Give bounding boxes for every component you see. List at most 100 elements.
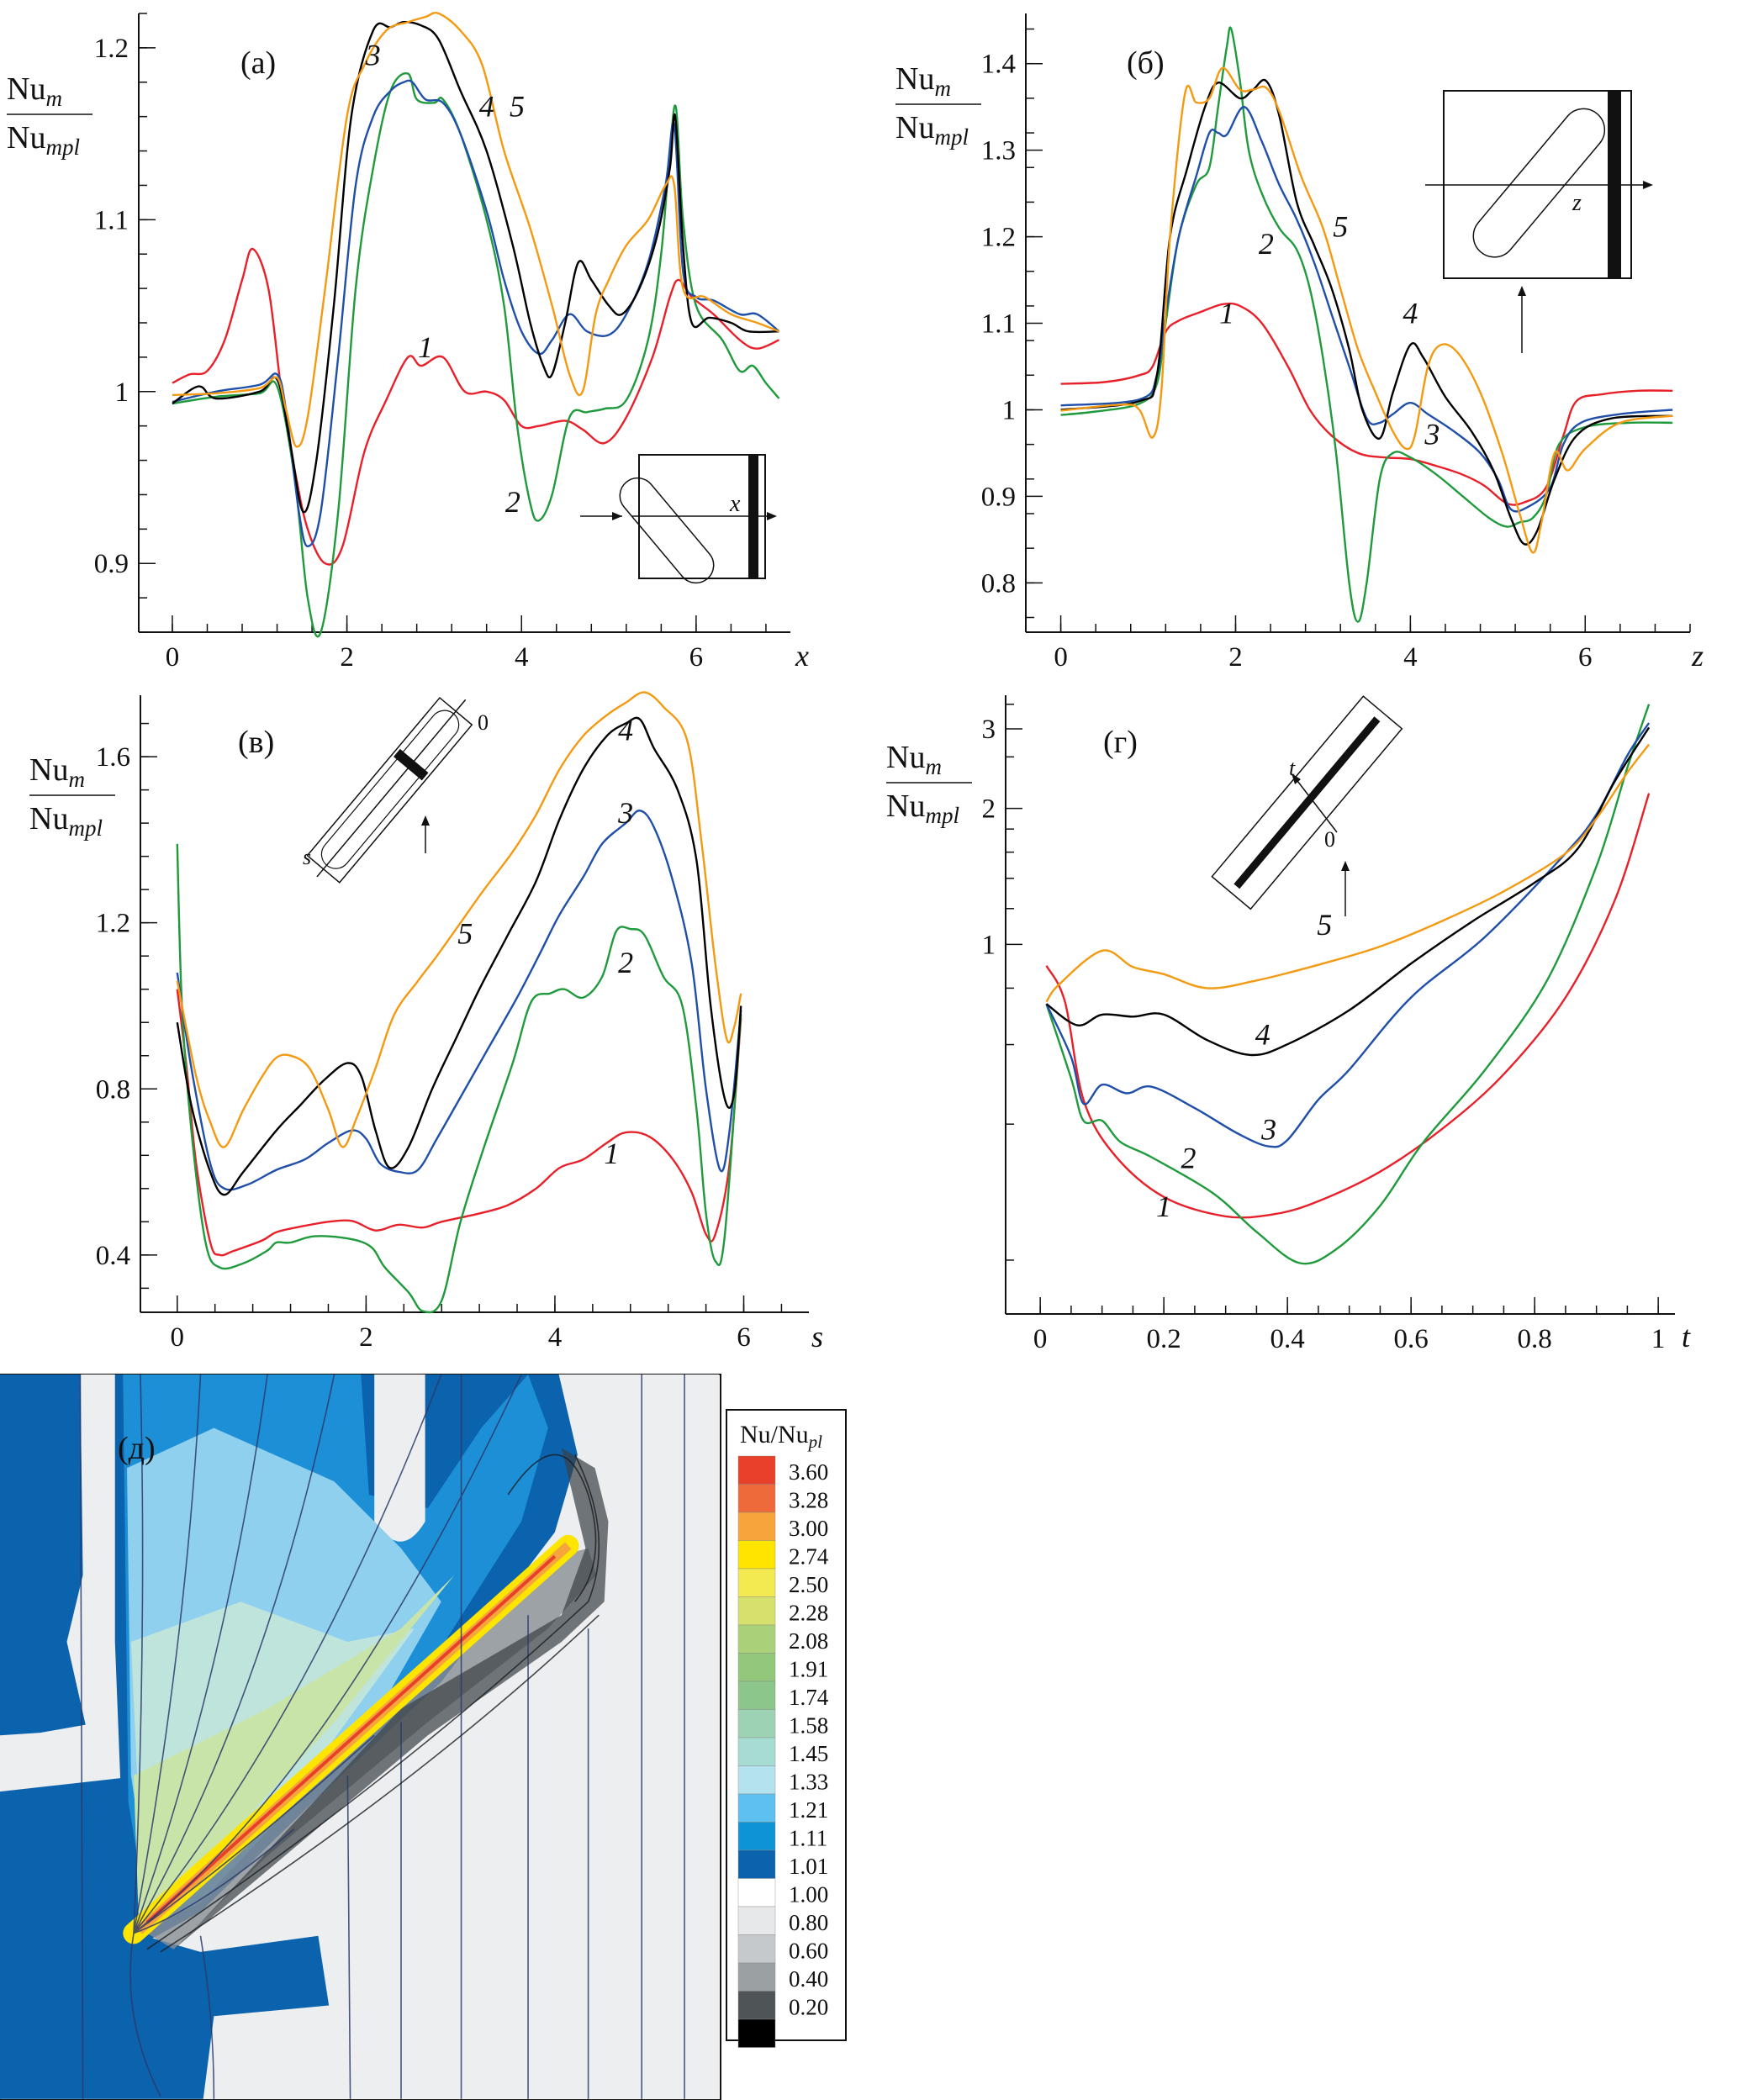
curve-label: 3 [1424, 418, 1440, 451]
x-tick-label: 0 [1033, 1324, 1048, 1354]
series-line-2 [1045, 704, 1651, 1265]
y-tick-label: 1.2 [981, 223, 1016, 253]
curve-label: 1 [1219, 297, 1234, 330]
curve-label: 4 [1255, 1018, 1270, 1052]
colorbar-level-label: 1.58 [789, 1713, 828, 1739]
y-tick-label: 1 [982, 930, 996, 960]
series-line-4 [1060, 78, 1673, 546]
y-tick-label: 0.4 [96, 1241, 130, 1271]
y-tick-label: 0.9 [981, 482, 1016, 512]
colorbar-legend: Nu/Nupl 3.60 3.28 3.00 2.742.50 2.282.08 1.91… [726, 1409, 847, 2048]
series-line-4 [1045, 726, 1651, 1057]
colorbar-swatch [737, 1962, 776, 1992]
colorbar-level-label: 2.50 [789, 1572, 828, 1597]
colorbar-level-label: 1.74 [789, 1685, 829, 1710]
colorbar-swatch [737, 1540, 776, 1570]
y-tick-label: 1.2 [96, 909, 130, 939]
panel-label: (г) [1103, 725, 1138, 760]
colorbar-swatch [737, 1512, 776, 1541]
series-line-3 [1060, 106, 1673, 513]
curve-label: 1 [1156, 1190, 1171, 1223]
inset-c: 0 s [303, 696, 489, 884]
x-tick-label: 0 [1054, 642, 1068, 673]
y-tick-label: 1.1 [94, 205, 129, 235]
x-tick-label: 0.2 [1147, 1324, 1181, 1354]
panel-label: (a) [240, 45, 276, 81]
curve-label: 2 [1181, 1141, 1197, 1174]
curve-label: 5 [457, 916, 473, 950]
series-line-2 [176, 843, 742, 1314]
colorbar-swatch [737, 1878, 776, 1907]
svg-text:Numpl: Numpl [29, 801, 103, 841]
colorbar-swatch [737, 1793, 776, 1823]
x-tick-label: 0 [166, 642, 180, 673]
curve-label: 4 [1403, 297, 1418, 330]
svg-text:Numpl: Numpl [7, 120, 80, 160]
y-tick-label: 1.4 [981, 50, 1016, 80]
colorbar-swatch [737, 1596, 776, 1626]
x-axis-label: s [811, 1320, 823, 1353]
x-tick-label: 6 [689, 642, 704, 673]
colorbar-swatch [737, 1484, 776, 1513]
colorbar-level-label: 1.01 [789, 1854, 828, 1879]
x-tick-label: 0.8 [1518, 1324, 1552, 1354]
x-tick-label: 2 [359, 1322, 373, 1353]
colorbar-level-label: 3.28 [789, 1488, 828, 1513]
colorbar-level-label: 1.00 [789, 1882, 828, 1907]
panel-label: (в) [238, 725, 274, 760]
colorbar-swatch [737, 1849, 776, 1879]
inset-b: z [1425, 90, 1653, 353]
x-tick-label: 2 [340, 642, 354, 673]
curve-label: 3 [1260, 1112, 1276, 1146]
y-tick-label: 1.3 [981, 136, 1016, 166]
x-tick-label: 4 [548, 1322, 563, 1353]
colorbar-swatches: 3.60 3.28 3.00 2.742.50 2.282.08 1.91 1.74 1.58… [737, 1455, 829, 2048]
colorbar-swatch [737, 1765, 776, 1795]
colorbar-swatch [737, 2018, 776, 2048]
colorbar-level-label: 0.20 [789, 1995, 828, 2020]
curve-label: 1 [604, 1137, 619, 1170]
x-axis-label: x [795, 639, 809, 673]
inset-c-zero-label: 0 [478, 710, 489, 735]
x-tick-label: 0.4 [1270, 1324, 1305, 1354]
y-axis-label: Num Numpl [895, 61, 981, 150]
y-axis-label: Num Numpl [29, 752, 115, 841]
colorbar-swatch [737, 1934, 776, 1964]
colorbar-level-label: 2.08 [789, 1628, 828, 1654]
panel-label-d: (д) [118, 1431, 156, 1466]
colorbar-swatch [737, 1991, 776, 2020]
y-tick-label: 2 [982, 794, 996, 825]
curve-label: 1 [418, 330, 433, 364]
x-tick-label: 6 [737, 1322, 751, 1353]
colorbar-swatch [737, 1568, 776, 1597]
colorbar-level-label: 0.80 [789, 1910, 828, 1935]
curve-label: 4 [479, 90, 494, 124]
series-line-4 [176, 716, 742, 1196]
series-line-5 [172, 12, 779, 448]
inset-d: t 0 [1211, 695, 1403, 916]
series-line-1 [1045, 793, 1651, 1219]
y-tick-label: 1.2 [94, 34, 129, 64]
curve-label: 2 [618, 946, 633, 979]
x-tick-label: 0.6 [1394, 1324, 1429, 1354]
series-line-2 [1060, 26, 1673, 623]
contour-map: (д) [0, 1374, 721, 2100]
inset-a: x [580, 454, 777, 584]
labels-layer: (a) x Num Numpl (б) z Num Numpl (в) s Num Numpl (г) t… [7, 45, 1704, 1353]
curve-label: 2 [1259, 227, 1274, 261]
svg-text:Num: Num [895, 61, 951, 101]
curve-label: 2 [505, 485, 520, 519]
x-tick-label: 1 [1651, 1324, 1666, 1354]
curve-label: 3 [365, 38, 381, 71]
x-axis-label: t [1682, 1320, 1691, 1353]
series-line-1 [172, 247, 779, 566]
inset-d-zero-label: 0 [1324, 827, 1335, 852]
curve-label: 5 [1333, 210, 1348, 244]
curve-label: 4 [618, 713, 633, 747]
y-tick-label: 1.1 [981, 309, 1016, 340]
inset-d-t-label: t [1289, 756, 1296, 780]
x-tick-label: 6 [1578, 642, 1593, 673]
curve-label: 5 [510, 90, 525, 124]
colorbar-level-label: 3.60 [789, 1459, 828, 1485]
